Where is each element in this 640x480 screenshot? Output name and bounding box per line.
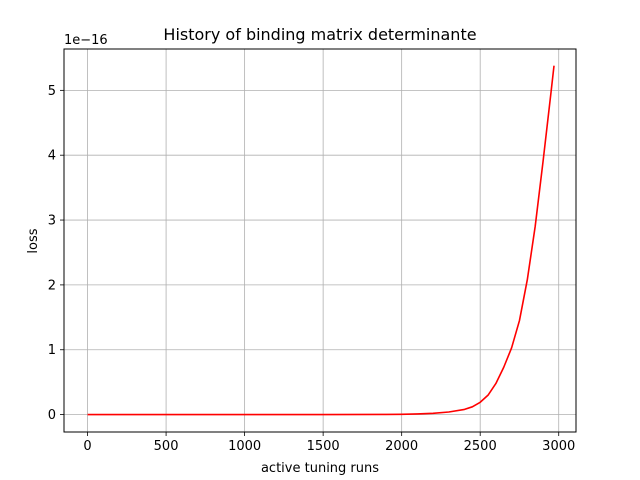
y-tick-label: 0 xyxy=(48,408,56,423)
series-line xyxy=(87,65,555,416)
x-tick-label: 2000 xyxy=(385,439,418,454)
y-offset-label: 1e−16 xyxy=(64,33,108,48)
y-tick-label: 4 xyxy=(48,149,56,164)
y-tick-label: 5 xyxy=(48,84,56,99)
series-layer xyxy=(87,65,555,416)
chart-title: History of binding matrix determinante xyxy=(163,25,476,44)
x-tick-label: 500 xyxy=(154,439,179,454)
x-tick-label: 2500 xyxy=(464,439,497,454)
ticks: 0 500 1000 1500 2000 2500 3000 0 1 2 3 4 5 xyxy=(48,84,576,454)
plot-frame xyxy=(63,48,577,433)
x-axis-label: active tuning runs xyxy=(261,461,379,476)
x-tick-label: 1000 xyxy=(228,439,261,454)
y-axis-label: loss xyxy=(26,228,41,253)
grid xyxy=(64,49,576,432)
x-tick-label: 3000 xyxy=(542,439,575,454)
y-tick-label: 3 xyxy=(48,214,56,229)
x-tick-label: 1500 xyxy=(307,439,340,454)
x-tick-label: 0 xyxy=(83,439,91,454)
y-tick-label: 1 xyxy=(48,343,56,358)
y-tick-label: 2 xyxy=(48,278,56,293)
